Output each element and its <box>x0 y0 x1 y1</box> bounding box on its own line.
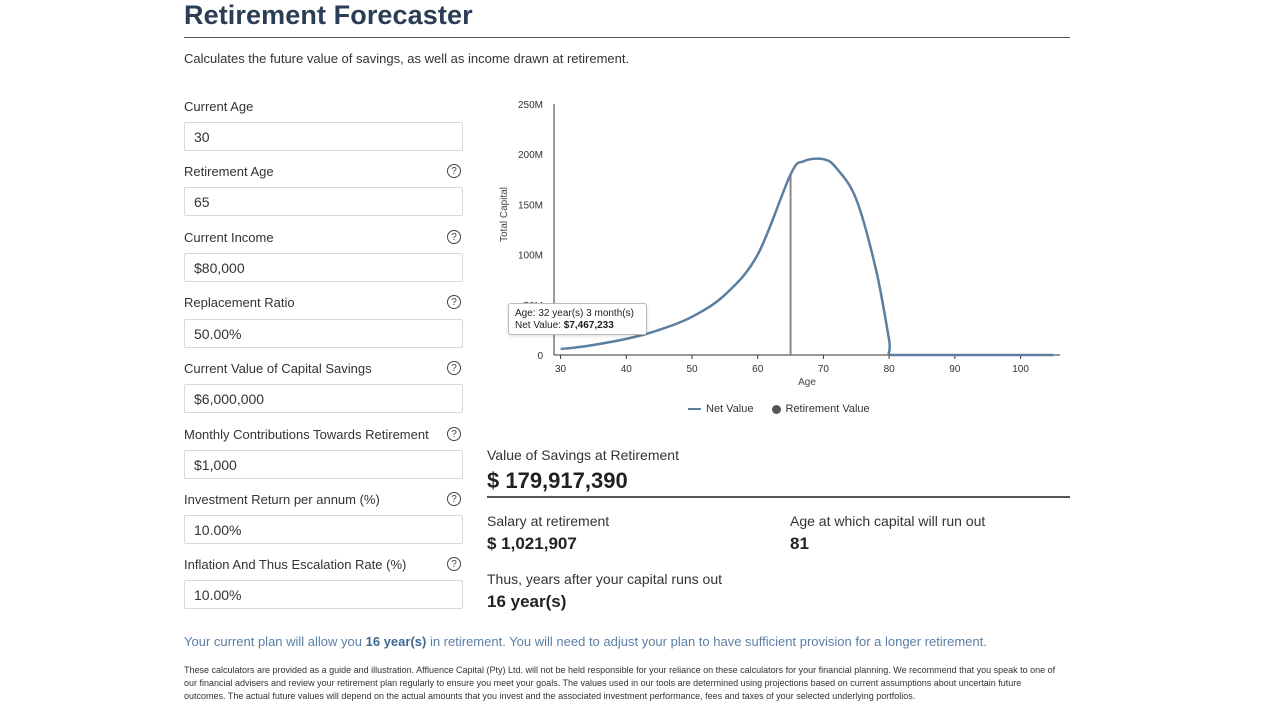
tooltip-net-amount: $7,467,233 <box>563 320 614 331</box>
retirement-age-help-icon[interactable]: ? <box>447 164 461 178</box>
x-tick-label: 90 <box>949 364 961 375</box>
tooltip-age: Age: 32 year(s) 3 month(s) <box>515 308 634 319</box>
x-tick-label: 100 <box>1012 364 1029 375</box>
inflation-rate-label: Inflation And Thus Escalation Rate (%) <box>184 557 407 572</box>
savings-at-retirement-label: Value of Savings at Retirement <box>487 447 679 463</box>
runout-age-value: 81 <box>790 534 809 553</box>
plan-note-prefix: Your current plan will allow you <box>184 634 366 649</box>
monthly-contributions-input[interactable] <box>184 450 463 479</box>
current-income-input[interactable] <box>184 253 463 282</box>
chart-tooltip: Age: 32 year(s) 3 month(s) Net Value: $7… <box>508 303 647 335</box>
salary-at-retirement-value: $ 1,021,907 <box>487 534 577 553</box>
capital-savings-input[interactable] <box>184 384 463 413</box>
investment-return-label: Investment Return per annum (%) <box>184 492 380 507</box>
legend-retirement-value[interactable]: Retirement Value <box>785 403 870 416</box>
plan-note-suffix: in retirement. You will need to adjust y… <box>426 634 987 649</box>
investment-return-help-icon[interactable]: ? <box>447 492 461 506</box>
tooltip-net-value: Net Value: $7,467,233 <box>515 320 640 332</box>
x-axis-title: Age <box>798 377 816 388</box>
current-age-input[interactable] <box>184 122 463 151</box>
retirement-age-input[interactable] <box>184 187 463 216</box>
capital-chart[interactable]: 050M100M150M200M250M30405060708090100Age… <box>480 90 1080 400</box>
chart-legend: Net Value Retirement Value <box>688 403 870 415</box>
y-tick-label: 150M <box>518 200 543 211</box>
monthly-contributions-label: Monthly Contributions Towards Retirement <box>184 427 429 442</box>
plan-note: Your current plan will allow you 16 year… <box>184 634 987 649</box>
x-tick-label: 40 <box>621 364 633 375</box>
y-tick-label: 100M <box>518 251 543 262</box>
plan-note-years: 16 year(s) <box>365 634 427 649</box>
legend-net-value[interactable]: Net Value <box>706 403 754 416</box>
x-tick-label: 80 <box>884 364 896 375</box>
results-divider <box>487 496 1070 498</box>
replacement-ratio-help-icon[interactable]: ? <box>447 295 461 309</box>
retirement-age-label: Retirement Age <box>184 164 274 179</box>
legend-net-value-swatch <box>688 408 701 411</box>
capital-savings-label: Current Value of Capital Savings <box>184 361 372 376</box>
salary-at-retirement-label: Salary at retirement <box>487 513 610 529</box>
replacement-ratio-label: Replacement Ratio <box>184 295 295 310</box>
net-value-line <box>560 157 1054 357</box>
page-title: Retirement Forecaster <box>184 0 473 30</box>
y-tick-label: 0 <box>537 351 543 362</box>
current-age-label: Current Age <box>184 99 254 114</box>
years-after-label: Thus, years after your capital runs out <box>487 571 722 587</box>
inflation-rate-help-icon[interactable]: ? <box>447 557 461 571</box>
years-after-value: 16 year(s) <box>487 592 567 611</box>
y-tick-label: 250M <box>518 100 543 111</box>
monthly-contributions-help-icon[interactable]: ? <box>447 427 461 441</box>
legend-retirement-value-swatch <box>771 404 781 414</box>
y-tick-label: 200M <box>518 150 543 161</box>
disclaimer-text: These calculators are provided as a guid… <box>184 665 1056 701</box>
tooltip-net-label: Net Value: <box>515 320 561 331</box>
x-tick-label: 70 <box>818 364 830 375</box>
x-tick-label: 50 <box>686 364 698 375</box>
inflation-rate-input[interactable] <box>184 580 463 609</box>
page-subtitle: Calculates the future value of savings, … <box>184 51 630 66</box>
investment-return-input[interactable] <box>184 515 463 544</box>
x-tick-label: 60 <box>752 364 764 375</box>
savings-at-retirement-value: $ 179,917,390 <box>487 468 628 493</box>
replacement-ratio-input[interactable] <box>184 319 463 348</box>
capital-savings-help-icon[interactable]: ? <box>447 361 461 375</box>
x-tick-label: 30 <box>555 364 567 375</box>
runout-age-label: Age at which capital will run out <box>790 513 986 529</box>
title-divider <box>184 37 1070 38</box>
current-income-help-icon[interactable]: ? <box>447 230 461 244</box>
y-axis-title: Total Capital <box>499 187 510 242</box>
current-income-label: Current Income <box>184 230 274 245</box>
